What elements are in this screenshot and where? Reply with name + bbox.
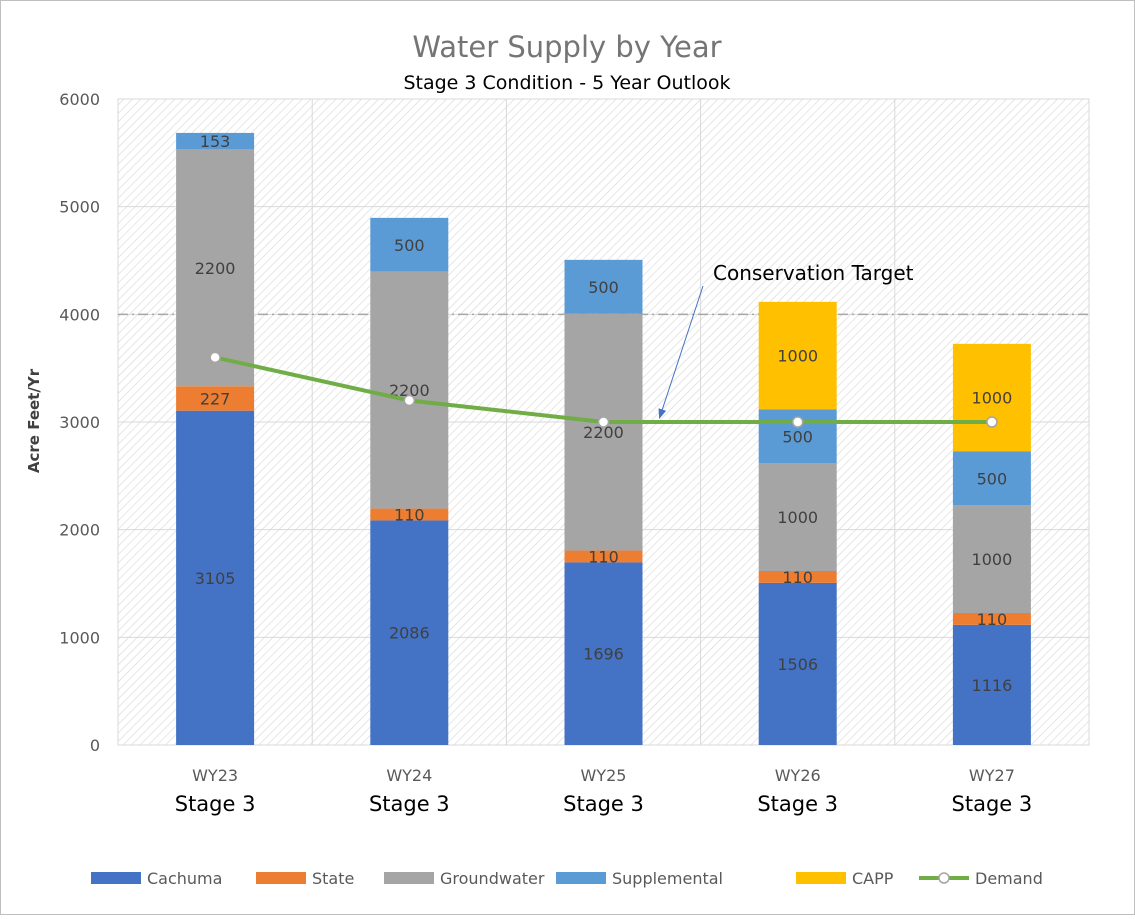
legend-swatch	[256, 872, 306, 884]
bar-groundwater	[370, 271, 449, 509]
bar-cachuma	[370, 520, 449, 745]
data-label: 3105	[195, 569, 236, 588]
y-tick-label: 5000	[59, 198, 100, 217]
bar-cachuma	[176, 410, 255, 745]
demand-point	[597, 416, 610, 428]
data-label: 500	[782, 427, 813, 446]
data-label: 2200	[583, 423, 624, 442]
bar-cachuma	[564, 562, 643, 745]
data-label: 1000	[777, 508, 818, 527]
data-label: 2200	[389, 381, 430, 400]
legend: Cachuma State Groundwater Supplemental CAPP D…	[91, 869, 1043, 888]
bar-supplemental	[952, 451, 1031, 506]
chart-title: Water Supply by Year	[412, 30, 721, 64]
bar-state	[176, 386, 255, 411]
bar-cachuma	[952, 624, 1031, 745]
bar-supplemental	[564, 259, 643, 314]
data-label: 1000	[972, 550, 1013, 569]
legend-swatch	[796, 872, 846, 884]
data-label: 1696	[583, 645, 624, 664]
data-label: 1116	[972, 676, 1013, 695]
legend-label: Demand	[975, 869, 1043, 888]
bar-cachuma	[758, 582, 837, 745]
x-tick-label: WY26	[775, 766, 821, 785]
bar-supplemental	[370, 217, 449, 272]
data-label: 1000	[777, 347, 818, 366]
x-tick-sublabel: Stage 3	[369, 792, 450, 816]
data-label: 110	[394, 505, 425, 524]
legend-label: Supplemental	[612, 869, 723, 888]
data-label: 500	[394, 236, 425, 255]
legend-label: CAPP	[852, 869, 894, 888]
data-label: 110	[782, 568, 813, 587]
data-label: 2086	[389, 624, 430, 643]
data-label: 227	[200, 389, 231, 408]
demand-point	[791, 416, 804, 428]
demand-point	[209, 351, 221, 364]
x-tick-label: WY27	[969, 766, 1015, 785]
legend-swatch	[556, 872, 606, 884]
bar-state	[370, 508, 449, 521]
data-label: 110	[977, 610, 1008, 629]
x-tick-sublabel: Stage 3	[952, 792, 1033, 816]
bar-groundwater	[758, 463, 837, 572]
bar-state	[952, 613, 1031, 625]
x-tick-label: WY24	[386, 766, 432, 785]
y-axis-label: Acre Feet/Yr	[25, 368, 43, 473]
bar-groundwater	[176, 149, 255, 387]
x-tick-label: WY25	[581, 766, 627, 785]
bar-supplemental	[176, 132, 255, 150]
legend-swatch	[91, 872, 141, 884]
y-tick-label: 2000	[59, 521, 100, 540]
y-tick-label: 3000	[59, 413, 100, 432]
demand-point	[403, 394, 416, 407]
annotation-arrow	[658, 285, 704, 419]
data-label: 2200	[195, 259, 236, 278]
legend-swatch	[384, 872, 434, 884]
bar-groundwater	[564, 313, 643, 551]
y-tick-label: 1000	[59, 628, 100, 647]
demand-point	[986, 416, 998, 428]
legend-label: State	[312, 869, 354, 888]
legend-label: Groundwater	[440, 869, 545, 888]
data-label: 500	[977, 469, 1008, 488]
x-tick-sublabel: Stage 3	[757, 792, 838, 816]
x-tick-label: WY23	[192, 766, 238, 785]
x-tick-sublabel: Stage 3	[175, 792, 256, 816]
legend-marker	[938, 872, 950, 884]
data-label: 110	[588, 547, 619, 566]
data-label: 1000	[972, 389, 1013, 408]
bar-state	[564, 550, 643, 563]
y-tick-label: 4000	[59, 305, 100, 324]
annotation-text: Conservation Target	[713, 261, 914, 285]
bar-capp	[952, 343, 1031, 452]
y-tick-label: 0	[90, 736, 100, 755]
data-label: 1506	[777, 655, 818, 674]
bar-capp	[758, 301, 837, 410]
data-label: 153	[200, 132, 231, 151]
y-tick-label: 6000	[59, 90, 100, 109]
x-tick-sublabel: Stage 3	[563, 792, 644, 816]
bar-groundwater	[952, 505, 1031, 614]
chart-subtitle: Stage 3 Condition - 5 Year Outlook	[403, 72, 730, 94]
data-label: 500	[588, 278, 619, 297]
bar-state	[758, 571, 837, 583]
legend-label: Cachuma	[147, 869, 222, 888]
